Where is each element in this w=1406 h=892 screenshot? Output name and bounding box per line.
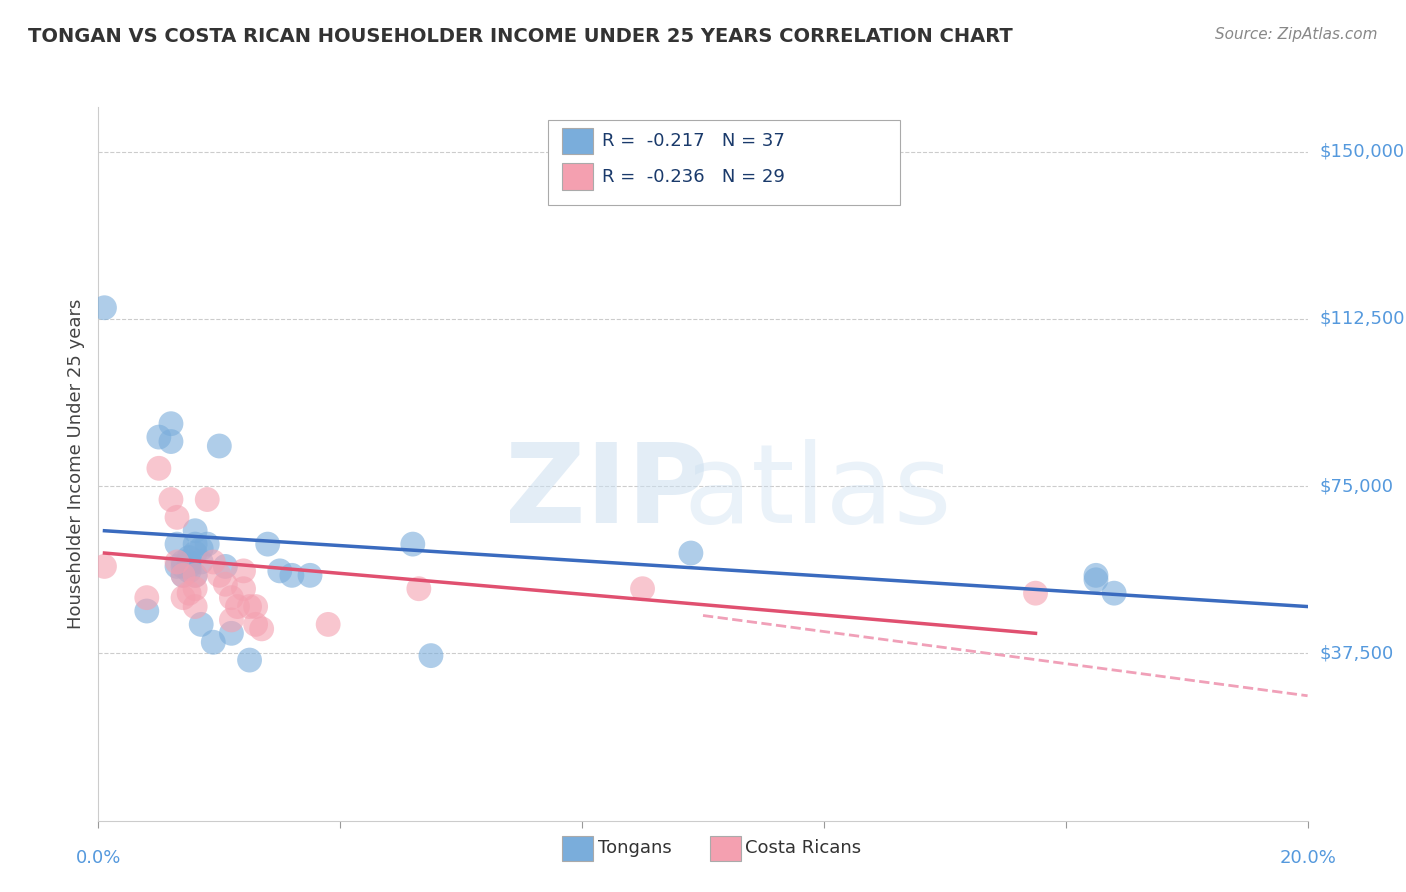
Point (184, 568, 207, 582)
Point (221, 626, 243, 640)
Point (184, 582, 207, 596)
Text: $37,500: $37,500 (1320, 644, 1393, 663)
Point (208, 568, 231, 582)
Point (214, 559, 236, 574)
Point (250, 622, 273, 636)
Text: atlas: atlas (683, 439, 952, 546)
Point (166, 537, 188, 551)
Point (299, 568, 322, 582)
Point (190, 555, 212, 569)
Point (226, 599, 249, 614)
Point (402, 537, 425, 551)
Point (221, 591, 243, 605)
Text: $112,500: $112,500 (1320, 310, 1405, 328)
Text: $150,000: $150,000 (1320, 143, 1405, 161)
Point (281, 568, 304, 582)
Point (148, 430, 170, 444)
Point (184, 568, 207, 582)
Point (195, 537, 218, 551)
Point (172, 559, 194, 574)
Point (93, 301, 115, 315)
Point (221, 613, 243, 627)
Point (135, 591, 157, 605)
Point (1085, 573, 1108, 587)
Text: 20.0%: 20.0% (1279, 849, 1336, 867)
Text: TONGAN VS COSTA RICAN HOUSEHOLDER INCOME UNDER 25 YEARS CORRELATION CHART: TONGAN VS COSTA RICAN HOUSEHOLDER INCOME… (28, 27, 1012, 45)
Text: Tongans: Tongans (598, 839, 671, 857)
Point (177, 550, 201, 565)
Point (232, 564, 254, 578)
Point (177, 559, 201, 574)
Point (177, 586, 201, 600)
Point (166, 510, 188, 524)
Point (1102, 586, 1125, 600)
Point (184, 546, 207, 560)
Point (166, 559, 188, 574)
Point (184, 537, 207, 551)
Point (93, 559, 115, 574)
Point (135, 604, 157, 618)
Point (631, 582, 654, 596)
Point (202, 635, 225, 649)
Point (1024, 586, 1046, 600)
Text: 0.0%: 0.0% (76, 849, 121, 867)
Point (160, 417, 183, 431)
Point (160, 434, 183, 449)
Point (269, 564, 291, 578)
Point (190, 541, 212, 556)
Point (172, 568, 194, 582)
Point (256, 537, 278, 551)
Point (177, 555, 201, 569)
Point (172, 555, 194, 569)
Point (232, 582, 254, 596)
Y-axis label: Householder Income Under 25 years: Householder Income Under 25 years (66, 299, 84, 629)
Text: Costa Ricans: Costa Ricans (745, 839, 862, 857)
Point (177, 564, 201, 578)
Point (214, 577, 236, 591)
Point (239, 599, 262, 614)
Point (190, 617, 212, 632)
Point (202, 555, 225, 569)
Point (148, 461, 170, 475)
Text: ZIP: ZIP (505, 439, 709, 546)
Point (166, 555, 188, 569)
Point (208, 439, 231, 453)
Point (316, 617, 339, 632)
Point (245, 599, 267, 614)
Text: R =  -0.236   N = 29: R = -0.236 N = 29 (602, 168, 785, 186)
Point (245, 617, 267, 632)
Point (184, 524, 207, 538)
Point (195, 492, 218, 507)
Text: $75,000: $75,000 (1320, 477, 1393, 495)
Text: Source: ZipAtlas.com: Source: ZipAtlas.com (1215, 27, 1378, 42)
Text: R =  -0.217   N = 37: R = -0.217 N = 37 (602, 132, 785, 150)
Point (239, 653, 262, 667)
Point (1085, 568, 1108, 582)
Point (172, 568, 194, 582)
Point (679, 546, 702, 560)
Point (184, 599, 207, 614)
Point (160, 492, 183, 507)
Point (408, 582, 430, 596)
Point (419, 648, 441, 663)
Point (172, 591, 194, 605)
